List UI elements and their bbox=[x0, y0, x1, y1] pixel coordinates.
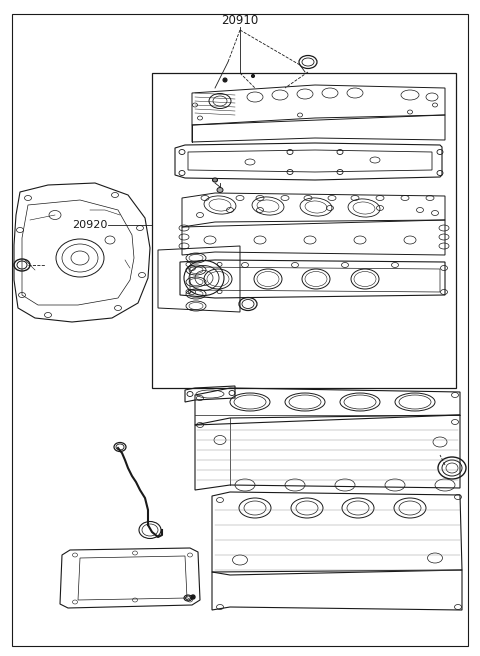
Bar bbox=[152, 73, 456, 388]
Text: 20920: 20920 bbox=[72, 220, 108, 230]
Ellipse shape bbox=[217, 188, 223, 192]
Ellipse shape bbox=[252, 75, 254, 77]
Text: 20910: 20910 bbox=[221, 14, 259, 26]
Ellipse shape bbox=[191, 595, 195, 599]
Ellipse shape bbox=[213, 178, 217, 182]
Ellipse shape bbox=[223, 78, 227, 82]
